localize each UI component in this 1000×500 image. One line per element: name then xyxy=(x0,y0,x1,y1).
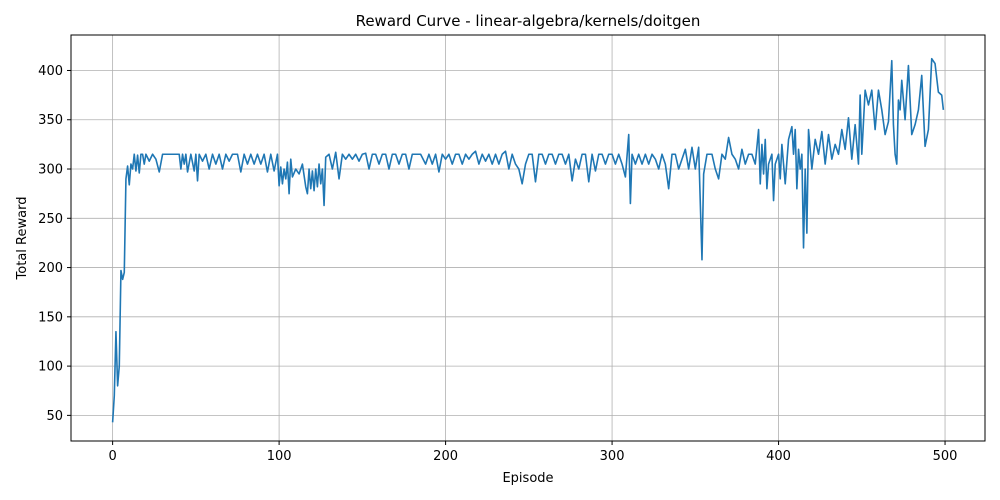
y-tick-label: 100 xyxy=(38,360,63,375)
x-tick-label: 0 xyxy=(108,449,116,464)
y-tick-label: 150 xyxy=(38,310,63,325)
x-tick-label: 100 xyxy=(267,449,292,464)
x-axis-label: Episode xyxy=(502,471,553,486)
y-axis-label: Total Reward xyxy=(15,197,30,281)
y-tick-label: 250 xyxy=(38,212,63,227)
tick-layer: 0 100 200 300 400 500 50 100 150 200 250 300 350 400 xyxy=(38,64,957,464)
chart-title: Reward Curve - linear-algebra/kernels/do… xyxy=(356,12,701,30)
plot-frame xyxy=(70,34,986,442)
series-layer xyxy=(111,57,945,423)
x-tick-label: 500 xyxy=(933,449,958,464)
y-tick-label: 50 xyxy=(46,409,63,424)
x-tick-label: 200 xyxy=(433,449,458,464)
y-tick-label: 350 xyxy=(38,113,63,128)
y-tick-label: 200 xyxy=(38,261,63,276)
y-tick-label: 400 xyxy=(38,64,63,79)
x-tick-label: 300 xyxy=(600,449,625,464)
grid-layer xyxy=(71,35,985,441)
y-tick-label: 300 xyxy=(38,163,63,178)
x-tick-label: 400 xyxy=(766,449,791,464)
reward-series-line xyxy=(111,57,945,423)
